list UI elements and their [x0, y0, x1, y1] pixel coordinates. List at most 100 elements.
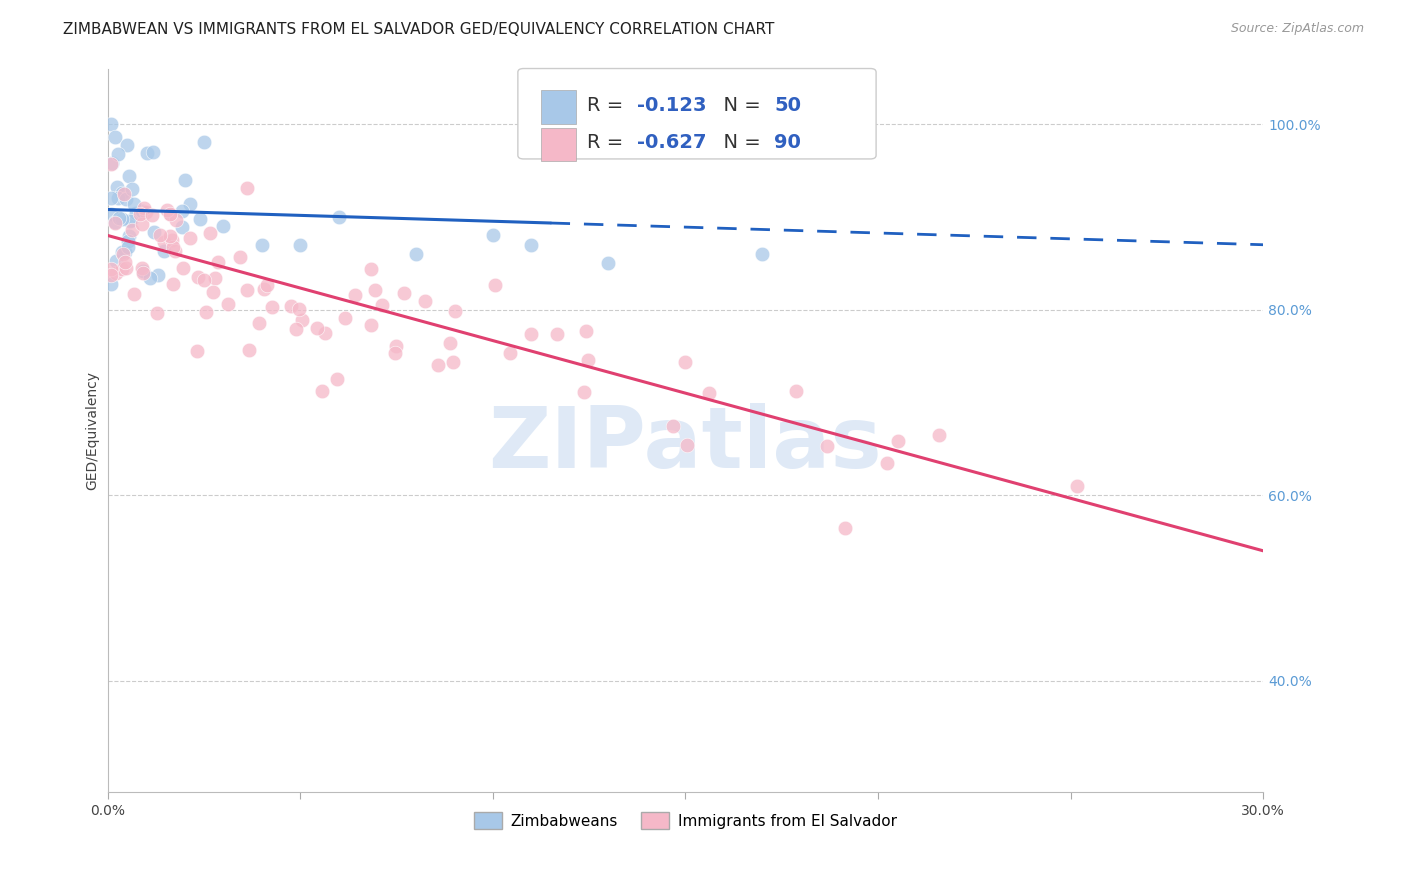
Point [145, 306, 167, 320]
Point [834, 521, 856, 535]
Point [198, 226, 221, 240]
Point [104, 215, 127, 229]
Point [413, 293, 436, 308]
Point [100, 268, 122, 282]
Point [118, 228, 141, 243]
Point [121, 212, 143, 227]
Point [117, 239, 139, 253]
Point [188, 212, 211, 227]
Point [236, 180, 259, 194]
Point [125, 205, 148, 219]
Point [238, 343, 260, 357]
Point [120, 214, 142, 228]
Point [121, 182, 143, 196]
Point [572, 384, 595, 399]
Point [290, 237, 312, 252]
Point [1066, 479, 1088, 493]
Point [333, 311, 356, 326]
Point [112, 247, 135, 261]
Point [139, 271, 162, 285]
Point [193, 273, 215, 287]
Point [441, 355, 464, 369]
Text: ZIPatlas: ZIPatlas [488, 403, 883, 486]
Point [360, 262, 382, 277]
Text: ZIMBABWEAN VS IMMIGRANTS FROM EL SALVADOR GED/EQUIVALENCY CORRELATION CHART: ZIMBABWEAN VS IMMIGRANTS FROM EL SALVADO… [63, 22, 775, 37]
Point [111, 186, 134, 201]
Point [311, 384, 333, 398]
Point [360, 318, 382, 332]
Point [815, 439, 838, 453]
Point [676, 438, 699, 452]
Point [252, 282, 274, 296]
Point [575, 324, 598, 338]
Point [105, 179, 128, 194]
Point [201, 285, 224, 299]
Point [439, 335, 461, 350]
Point [108, 211, 131, 226]
Point [131, 264, 153, 278]
Text: Source: ZipAtlas.com: Source: ZipAtlas.com [1230, 22, 1364, 36]
Point [751, 247, 773, 261]
Point [115, 137, 138, 152]
Point [392, 286, 415, 301]
Point [100, 277, 122, 292]
Point [498, 346, 520, 360]
Point [114, 260, 136, 275]
Point [280, 299, 302, 313]
Point [159, 207, 181, 221]
Text: N =: N = [711, 96, 766, 115]
Point [482, 228, 505, 243]
Point [519, 326, 541, 341]
Point [142, 145, 165, 159]
Point [128, 207, 150, 221]
Point [576, 353, 599, 368]
Point [673, 355, 696, 369]
Point [143, 225, 166, 239]
Point [162, 277, 184, 292]
Point [162, 240, 184, 254]
Point [122, 287, 145, 301]
FancyBboxPatch shape [517, 69, 876, 159]
Point [427, 358, 450, 372]
Point [170, 220, 193, 235]
Point [305, 320, 328, 334]
Text: 90: 90 [775, 133, 801, 153]
Point [326, 372, 349, 386]
Point [186, 343, 208, 358]
Point [444, 304, 467, 318]
Point [100, 191, 122, 205]
Point [159, 228, 181, 243]
Point [100, 207, 122, 221]
Point [598, 256, 620, 270]
Point [384, 339, 406, 353]
Point [179, 231, 201, 245]
Point [484, 278, 506, 293]
Point [112, 187, 135, 202]
Point [217, 297, 239, 311]
Point [179, 197, 201, 211]
Text: R =: R = [588, 96, 630, 115]
Point [104, 253, 127, 268]
Point [100, 156, 122, 170]
Point [104, 129, 127, 144]
Text: 50: 50 [775, 96, 801, 115]
Point [699, 386, 721, 401]
Point [111, 244, 134, 259]
Point [262, 301, 284, 315]
Point [284, 322, 307, 336]
Point [661, 419, 683, 434]
Point [131, 260, 153, 275]
Point [159, 207, 181, 221]
Point [187, 270, 209, 285]
Point [546, 327, 568, 342]
Point [153, 235, 176, 250]
Point [328, 210, 350, 224]
Point [135, 204, 157, 219]
Bar [541, 128, 575, 161]
Point [114, 255, 136, 269]
Point [149, 227, 172, 242]
Point [156, 203, 179, 218]
Y-axis label: GED/Equivalency: GED/Equivalency [86, 371, 100, 490]
Bar [541, 90, 575, 123]
Point [104, 266, 127, 280]
